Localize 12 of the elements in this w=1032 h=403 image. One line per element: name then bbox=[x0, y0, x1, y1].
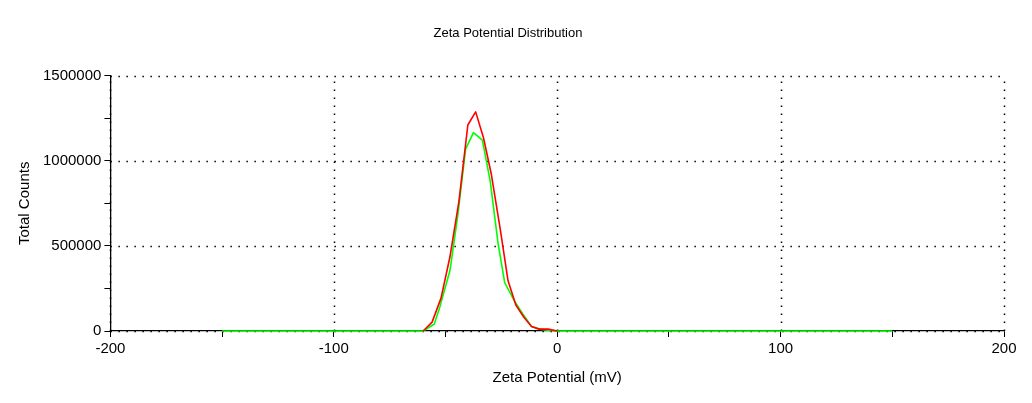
x-tick-label: 200 bbox=[991, 339, 1017, 357]
y-axis-title: Total Counts bbox=[15, 161, 33, 245]
y-tick-label: 500000 bbox=[51, 236, 102, 254]
x-tick-label: 0 bbox=[553, 339, 562, 357]
x-axis-title: Zeta Potential (mV) bbox=[492, 368, 622, 386]
y-tick-label: 1500000 bbox=[42, 65, 102, 83]
y-tick-label: 1000000 bbox=[42, 150, 102, 168]
chart-title: Zeta Potential Distribution bbox=[433, 25, 583, 41]
y-tick-label: 0 bbox=[93, 321, 102, 339]
x-tick-label: -200 bbox=[95, 339, 126, 357]
x-tick-label: 100 bbox=[768, 339, 794, 357]
x-tick-label: -100 bbox=[318, 339, 349, 357]
